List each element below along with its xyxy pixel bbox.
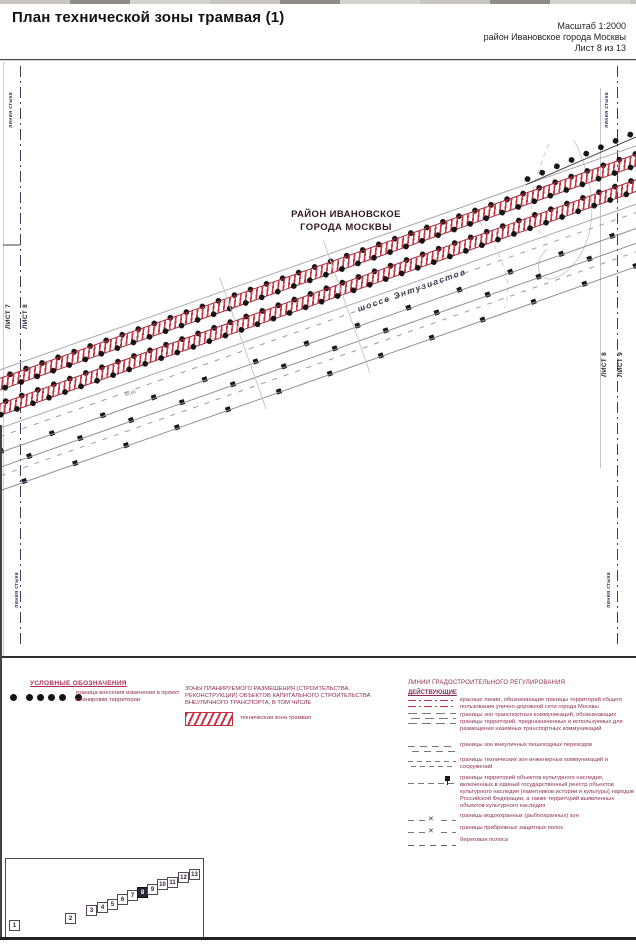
x-mark-icon: ✕ [426, 813, 436, 826]
region-label: РАЙОН ИВАНОВСКОЕ ГОРОДА МОСКВЫ [266, 208, 426, 234]
water-protection-symbol: ✕ [408, 813, 456, 826]
page-bottom-border [0, 937, 636, 940]
engineering-zone-symbol [408, 757, 456, 770]
boundary-dot-icon [10, 694, 17, 701]
boundary-dot-icon [59, 694, 66, 701]
legend-item-text: границы территорий объектов культурного … [460, 775, 634, 809]
legend-item-text: красные линии, обозначающие границы терр… [460, 697, 623, 710]
sheet-index-square: 12 [178, 872, 189, 883]
legend-item-text: границы технических зон инженерных комму… [460, 757, 608, 770]
region-label-line2: ГОРОДА МОСКВЫ [300, 222, 392, 233]
scan-edge-top [0, 0, 636, 4]
regulation-lines-column: ЛИНИИ ГРАДОСТРОИТЕЛЬНОГО РЕГУЛИРОВАНИЯ Д… [408, 680, 634, 860]
header-meta: Масштаб 1:2000 район Ивановское города М… [484, 21, 626, 54]
legend-item-text: границы прибрежных защитных полос [460, 825, 564, 831]
red-lines-symbol [408, 697, 456, 710]
boundary-dots-symbol [10, 694, 86, 701]
pedestrian-crossing-symbol [408, 742, 456, 755]
sheet-index-square: 1 [9, 920, 20, 931]
tram-zone-hatch-swatch [185, 712, 233, 726]
tram-zone-label: техническая зона трамвая [240, 715, 312, 721]
sheet-index-square: 11 [167, 877, 178, 888]
page-title: План технической зоны трамвая (1) [12, 9, 285, 26]
legend-item-text: границы зон внеуличных пешеходных перехо… [460, 742, 593, 748]
legend-item-text: границы водоохранных (рыбоохранных) зон [460, 813, 579, 819]
map-scale: Масштаб 1:2000 [557, 21, 626, 31]
legend-title: УСЛОВНЫЕ ОБОЗНАЧЕНИЯ [30, 680, 127, 687]
boundary-item-text: граница внесения изменения в проект план… [76, 690, 180, 703]
sheet-index-square: 3 [86, 905, 97, 916]
dimension-label: 50 (к) [124, 388, 137, 398]
boundary-dot-icon [75, 694, 82, 701]
heritage-boundary-symbol [408, 775, 456, 788]
boundary-dot-icon [48, 694, 55, 701]
map-area: линия стыка линия стыка линия стыка лини… [0, 62, 636, 658]
zones-heading: ЗОНЫ ПЛАНИРУЕМОГО РАЗМЕЩЕНИЯ (СТРОИТЕЛЬС… [185, 686, 371, 706]
region-label-line1: РАЙОН ИВАНОВСКОЕ [291, 209, 401, 220]
seam-line-left [20, 66, 21, 646]
boundary-dot-icon [37, 694, 44, 701]
header-separator [0, 59, 636, 60]
seam-line-right [617, 66, 618, 646]
sheet-index: 1 2 3 4 5 6 7 8 9 10 11 12 13 [5, 858, 204, 939]
regulation-heading: ЛИНИИ ГРАДОСТРОИТЕЛЬНОГО РЕГУЛИРОВАНИЯ [408, 680, 566, 686]
heritage-flag-icon [445, 776, 450, 785]
sheet-number: Лист 8 из 13 [574, 43, 626, 53]
regulation-subheading: ДЕЙСТВУЮЩИЕ [408, 690, 457, 696]
x-mark-icon: ✕ [426, 825, 436, 838]
boundary-dot-icon [26, 694, 33, 701]
district-name: район Ивановское города Москвы [483, 32, 626, 42]
map-left-border [3, 62, 4, 656]
coastal-protection-symbol: ✕ [408, 825, 456, 838]
sheet-index-square: 2 [65, 913, 76, 924]
transport-zone-symbol [408, 712, 456, 725]
legend-item-text: границы зон транспортных коммуникаций, о… [460, 712, 623, 732]
scan-edge-left [0, 425, 2, 940]
sheet-index-square: 13 [189, 869, 200, 880]
shoreline-strip-symbol [408, 837, 456, 850]
legend-item-text: береговая полоса [460, 837, 509, 843]
